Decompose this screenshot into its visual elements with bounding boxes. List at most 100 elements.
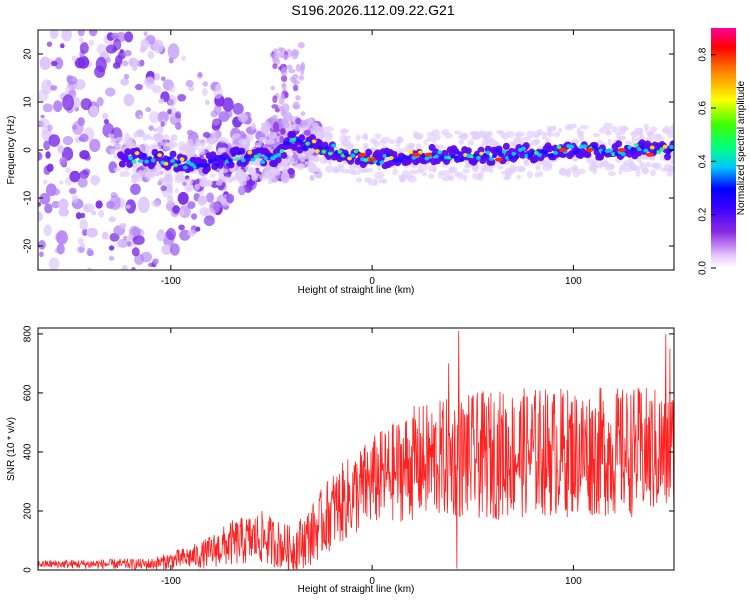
- plume-blob: [280, 108, 286, 117]
- noise-blob: [153, 39, 164, 54]
- noise-blob: [160, 121, 165, 128]
- snr-series-line: [38, 330, 674, 570]
- halo-blob: [502, 132, 509, 140]
- noise-blob: [151, 85, 162, 94]
- halo-blob: [462, 168, 470, 174]
- plume-blob: [281, 54, 289, 60]
- ridge-blob: [584, 150, 592, 159]
- noise-blob: [71, 55, 78, 62]
- halo-blob: [579, 124, 589, 130]
- snr-y-tick-label: 400: [23, 443, 34, 460]
- halo-blob: [241, 138, 247, 146]
- noise-blob: [108, 245, 115, 251]
- noise-blob: [168, 57, 174, 64]
- halo-blob: [258, 137, 267, 144]
- plume-blob: [282, 82, 287, 92]
- halo-blob: [360, 134, 368, 140]
- noise-blob: [83, 203, 95, 213]
- ridge-core-blob: [434, 154, 439, 159]
- noise-blob: [167, 195, 174, 204]
- snr-background: [38, 328, 674, 570]
- ridge-core-blob: [308, 144, 314, 149]
- noise-blob: [130, 183, 141, 195]
- noise-blob: [119, 222, 127, 229]
- noise-blob: [167, 43, 180, 60]
- noise-blob: [131, 266, 136, 270]
- halo-blob: [259, 173, 268, 181]
- plume-blob: [271, 104, 279, 109]
- noise-blob: [188, 86, 195, 92]
- noise-blob: [45, 183, 57, 197]
- halo-blob: [389, 139, 396, 145]
- plume-blob: [295, 95, 301, 101]
- halo-blob: [311, 122, 319, 129]
- ridge-blob: [615, 140, 623, 148]
- halo-blob: [647, 130, 652, 137]
- halo-blob: [415, 143, 422, 149]
- ridge-core-blob: [244, 154, 249, 159]
- ridge-core-blob: [398, 157, 404, 162]
- noise-blob: [175, 111, 182, 119]
- ridge-core-blob: [408, 150, 414, 155]
- noise-blob: [72, 124, 78, 130]
- halo-blob: [217, 147, 224, 156]
- halo-blob: [111, 137, 116, 143]
- halo-blob: [280, 167, 288, 173]
- ridge-core-blob: [453, 155, 459, 160]
- halo-blob: [377, 165, 382, 171]
- ridge-core-blob: [485, 150, 491, 155]
- noise-blob: [77, 117, 85, 127]
- halo-blob: [598, 127, 606, 134]
- halo-blob: [195, 138, 201, 146]
- noise-blob: [174, 188, 179, 194]
- ridge-core-blob: [501, 149, 507, 154]
- halo-blob: [350, 169, 361, 176]
- noise-blob: [160, 76, 166, 82]
- ridge-core-blob: [389, 156, 394, 161]
- ridge-core-blob: [482, 153, 488, 158]
- ridge-core-blob: [285, 141, 291, 146]
- halo-blob: [363, 142, 369, 149]
- halo-blob: [133, 131, 139, 139]
- noise-blob: [131, 227, 142, 237]
- halo-blob: [622, 167, 633, 173]
- halo-blob: [323, 131, 328, 138]
- ridge-core-blob: [620, 152, 626, 157]
- halo-blob: [441, 175, 451, 182]
- ridge-core-blob: [527, 153, 533, 158]
- ridge-core-blob: [347, 156, 352, 161]
- noise-blob: [91, 210, 97, 216]
- halo-blob: [513, 136, 520, 142]
- halo-blob: [131, 178, 139, 183]
- halo-blob: [209, 173, 216, 178]
- ridge-core-blob: [302, 145, 307, 150]
- halo-blob: [423, 139, 428, 146]
- halo-blob: [648, 156, 656, 161]
- ridge-core-blob: [437, 150, 443, 155]
- noise-blob: [48, 257, 60, 270]
- halo-blob: [408, 143, 415, 149]
- noise-blob: [153, 127, 158, 133]
- halo-blob: [644, 161, 652, 168]
- noise-blob: [62, 94, 74, 111]
- halo-blob: [606, 131, 612, 136]
- noise-blob: [197, 72, 203, 78]
- ridge-core-blob: [569, 144, 575, 149]
- halo-blob: [290, 157, 295, 165]
- halo-blob: [440, 170, 450, 177]
- halo-blob: [478, 130, 487, 138]
- halo-blob: [310, 127, 315, 134]
- halo-blob: [484, 137, 489, 146]
- noise-blob: [187, 228, 196, 238]
- halo-blob: [154, 137, 164, 144]
- halo-blob: [379, 139, 386, 146]
- noise-blob: [250, 123, 256, 130]
- halo-blob: [270, 165, 275, 174]
- noise-blob: [152, 258, 159, 265]
- ridge-core-blob: [556, 145, 562, 150]
- ridge-core-blob: [205, 163, 211, 168]
- halo-blob: [444, 132, 453, 139]
- ridge-core-blob: [550, 153, 555, 158]
- noise-blob: [46, 163, 54, 172]
- halo-blob: [589, 166, 595, 172]
